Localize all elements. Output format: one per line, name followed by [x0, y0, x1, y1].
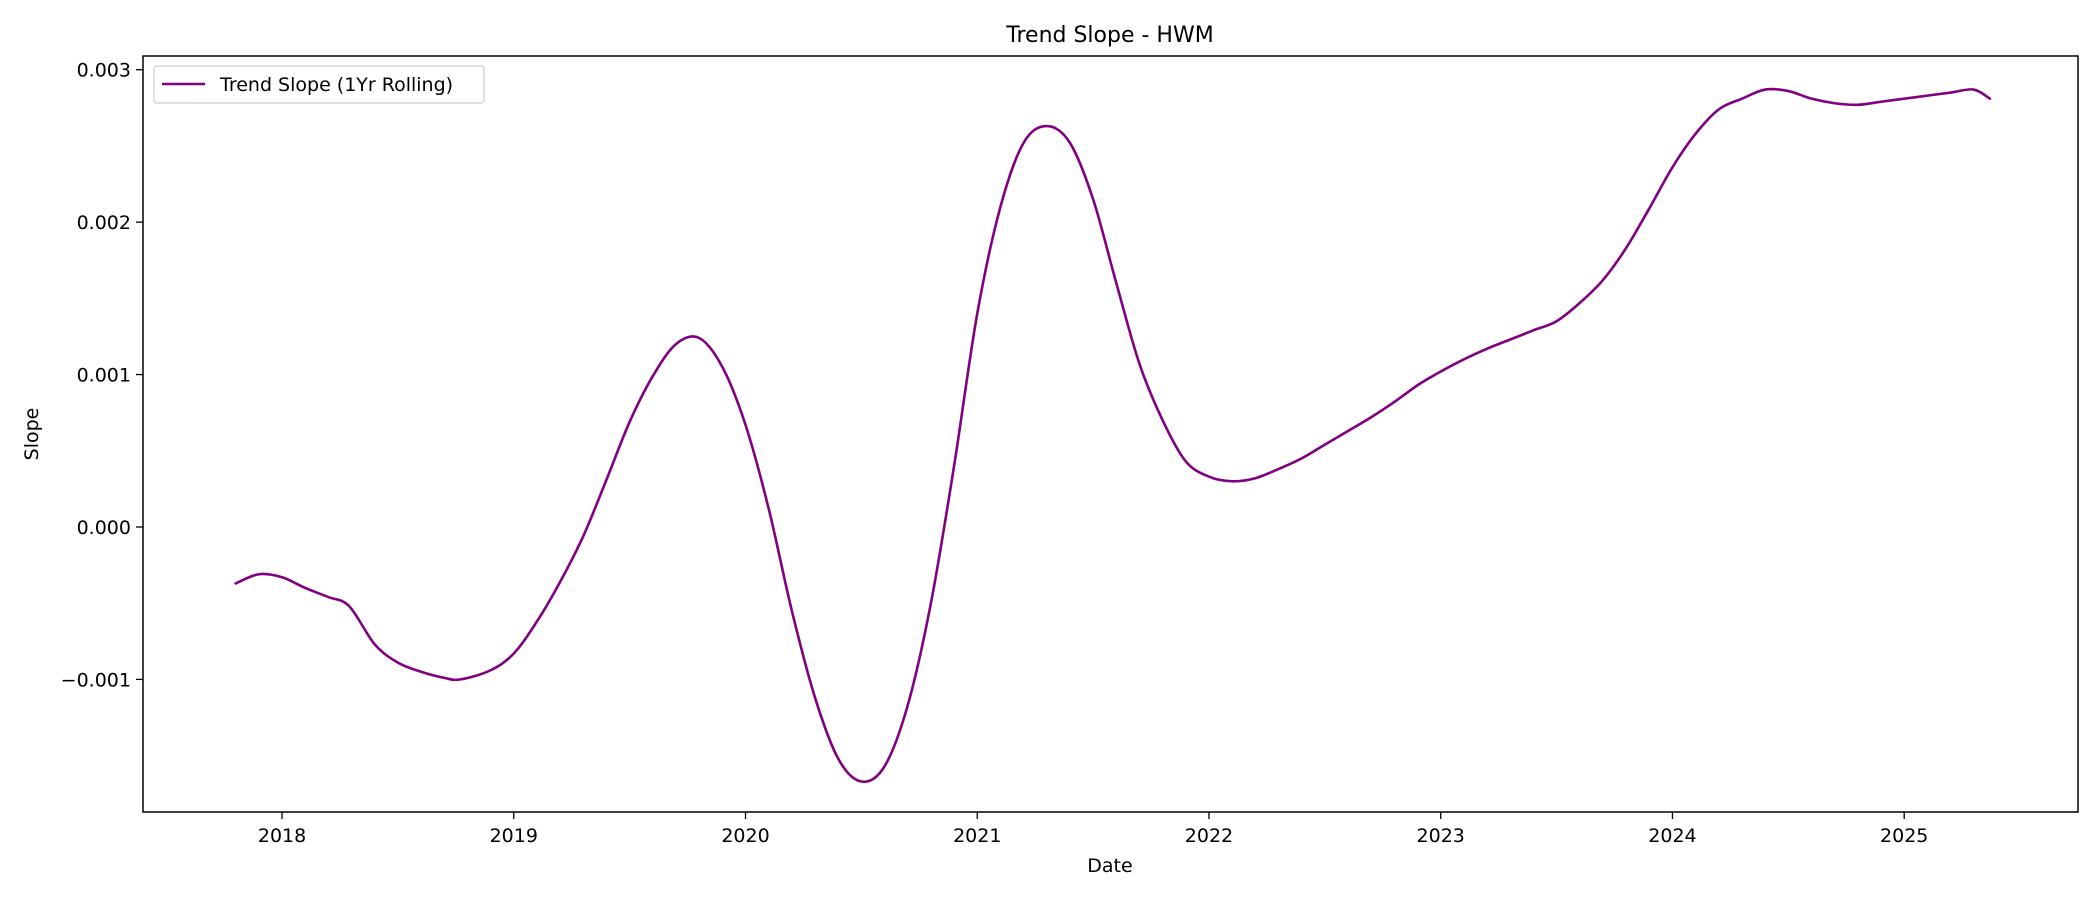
y-tick-label: 0.002 — [77, 212, 131, 234]
y-tick-label: 0.003 — [77, 60, 131, 82]
x-tick-label: 2021 — [953, 825, 1001, 847]
y-axis-ticks: 0.003 0.002 0.001 0.000 −0.001 — [61, 60, 143, 691]
series-line-trend-slope — [234, 87, 1992, 784]
legend: Trend Slope (1Yr Rolling) — [153, 65, 485, 104]
x-axis-label: Date — [1087, 855, 1132, 877]
y-axis-label: Slope — [21, 408, 43, 461]
x-tick-label: 2019 — [490, 825, 538, 847]
plot-area-frame — [142, 55, 2079, 813]
x-tick-label: 2022 — [1185, 825, 1233, 847]
x-tick-label: 2024 — [1648, 825, 1696, 847]
legend-label: Trend Slope (1Yr Rolling) — [219, 74, 453, 96]
x-tick-label: 2023 — [1417, 825, 1465, 847]
chart-title: Trend Slope - HWM — [1005, 23, 1213, 48]
y-tick-label: −0.001 — [61, 669, 131, 691]
plot-content — [234, 87, 1992, 784]
y-tick-label: 0.001 — [77, 365, 131, 387]
x-axis-ticks: 2018 2019 2020 2021 2022 2023 2024 2025 — [258, 812, 1928, 847]
x-tick-label: 2020 — [721, 825, 769, 847]
x-tick-label: 2018 — [258, 825, 306, 847]
y-tick-label: 0.000 — [77, 517, 131, 539]
x-tick-label: 2025 — [1880, 825, 1928, 847]
legend-box — [153, 65, 485, 104]
